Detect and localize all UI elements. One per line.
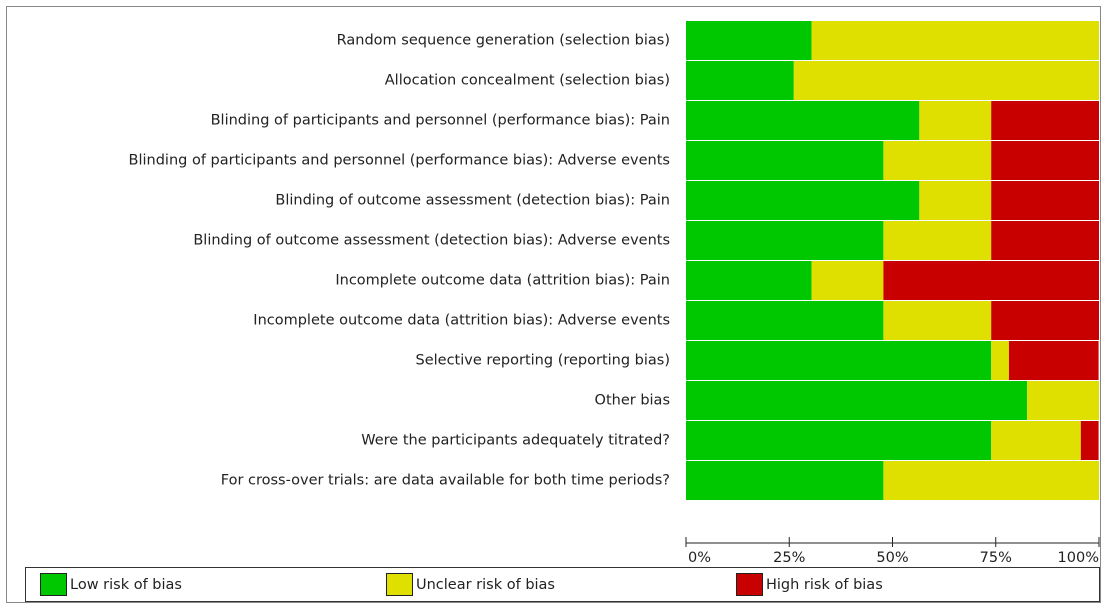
bar-segment bbox=[686, 421, 992, 460]
category-label: Blinding of outcome assessment (detectio… bbox=[193, 233, 670, 249]
bar-segment bbox=[991, 101, 1099, 140]
bar-segment bbox=[883, 141, 992, 180]
bar-segment bbox=[686, 221, 884, 260]
legend-swatch bbox=[40, 573, 67, 596]
bar-segment bbox=[919, 101, 992, 140]
category-label: Incomplete outcome data (attrition bias)… bbox=[335, 273, 670, 289]
legend-label: High risk of bias bbox=[766, 577, 883, 593]
category-label: Were the participants adequately titrate… bbox=[361, 433, 670, 449]
frame bbox=[6, 6, 1101, 603]
bar-segment bbox=[793, 61, 1099, 100]
category-label: For cross-over trials: are data availabl… bbox=[221, 473, 670, 489]
bar-segment bbox=[883, 461, 1099, 500]
bar-segment bbox=[883, 261, 1099, 300]
x-tick-label: 50% bbox=[876, 550, 908, 566]
bar-segment bbox=[686, 61, 794, 100]
x-tick-label: 100% bbox=[1058, 550, 1099, 566]
bar-segment bbox=[686, 261, 812, 300]
bar-segment bbox=[991, 341, 1009, 380]
bar-segment bbox=[919, 181, 992, 220]
bar-segment bbox=[686, 381, 1028, 420]
bar-segment bbox=[686, 301, 884, 340]
category-label: Incomplete outcome data (attrition bias)… bbox=[253, 313, 670, 329]
bar-segment bbox=[991, 301, 1099, 340]
x-tick-label: 75% bbox=[980, 550, 1012, 566]
category-label: Other bias bbox=[595, 393, 670, 409]
legend-swatch bbox=[736, 573, 763, 596]
bar-segment bbox=[811, 261, 884, 300]
category-label: Allocation concealment (selection bias) bbox=[385, 73, 670, 89]
bar-segment bbox=[991, 221, 1099, 260]
category-label: Random sequence generation (selection bi… bbox=[337, 33, 670, 49]
bar-segment bbox=[686, 101, 920, 140]
bar-segment bbox=[686, 21, 812, 60]
legend-label: Unclear risk of bias bbox=[416, 577, 555, 593]
bar-segment bbox=[686, 141, 884, 180]
bar-segment bbox=[883, 221, 992, 260]
bar-segment bbox=[1027, 381, 1099, 420]
bar-segment bbox=[991, 421, 1081, 460]
bar-segment bbox=[811, 21, 1099, 60]
bar-segment bbox=[1008, 341, 1099, 380]
legend-swatch bbox=[386, 573, 413, 596]
legend-box bbox=[25, 567, 1100, 602]
bar-segment bbox=[883, 301, 992, 340]
legend-label: Low risk of bias bbox=[70, 577, 182, 593]
bar-segment bbox=[1080, 421, 1099, 460]
bar-segment bbox=[686, 461, 884, 500]
category-label: Blinding of participants and personnel (… bbox=[129, 153, 670, 169]
bar-segment bbox=[991, 181, 1099, 220]
category-label: Blinding of outcome assessment (detectio… bbox=[275, 193, 670, 209]
category-label: Selective reporting (reporting bias) bbox=[416, 353, 671, 369]
bar-segment bbox=[991, 141, 1099, 180]
bar-segment bbox=[686, 341, 992, 380]
bar-segment bbox=[686, 181, 920, 220]
x-tick-label: 25% bbox=[773, 550, 805, 566]
category-label: Blinding of participants and personnel (… bbox=[211, 113, 670, 129]
x-tick-label: 0% bbox=[688, 550, 711, 566]
